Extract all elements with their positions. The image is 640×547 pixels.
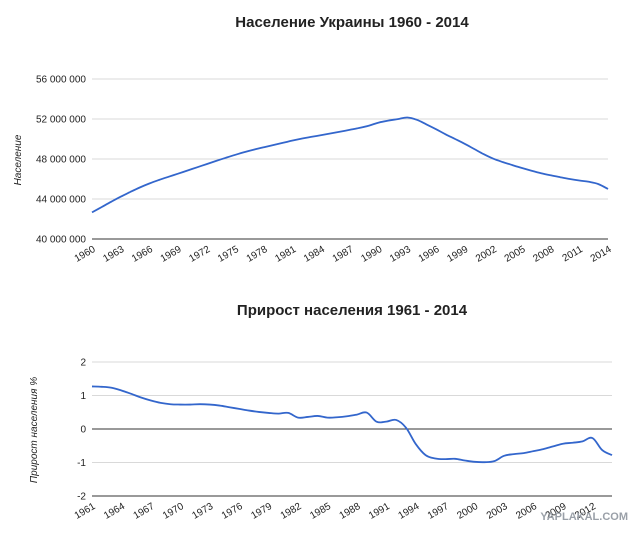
population-series-line bbox=[91, 116, 609, 214]
population-x-tick-label: 1975 bbox=[216, 244, 241, 265]
growth-y-tick-label: 0 bbox=[80, 425, 86, 436]
growth-x-tick-label: 1961 bbox=[73, 501, 98, 522]
population-x-tick-label: 1987 bbox=[331, 244, 356, 265]
population-y-axis: 40 000 000 44 000 000 48 000 000 52 000 000… bbox=[36, 75, 86, 246]
growth-x-tick-label: 1997 bbox=[426, 501, 451, 522]
population-x-tick-label: 1969 bbox=[159, 244, 184, 265]
population-x-tick-label: 2002 bbox=[474, 244, 499, 265]
population-gridlines bbox=[92, 78, 608, 240]
population-y-tick-label: 40 000 000 bbox=[36, 235, 86, 246]
growth-x-tick-label: 2003 bbox=[485, 501, 510, 522]
population-y-tick-label: 48 000 000 bbox=[36, 155, 86, 166]
population-y-tick-label: 44 000 000 bbox=[36, 195, 86, 206]
growth-chart: Прирост населения 1961 - 2014 -2 -1 0 1 2 19… bbox=[29, 302, 613, 522]
population-x-tick-label: 1990 bbox=[359, 244, 384, 265]
growth-x-tick-label: 1967 bbox=[132, 501, 157, 522]
population-x-tick-label: 1993 bbox=[388, 244, 413, 265]
growth-y-tick-label: 2 bbox=[80, 358, 86, 369]
population-chart: Население Украины 1960 - 2014 40 000 000… bbox=[13, 14, 614, 265]
growth-x-tick-label: 2006 bbox=[514, 501, 539, 522]
population-x-tick-label: 1984 bbox=[302, 244, 327, 265]
population-x-tick-label: 1981 bbox=[273, 244, 298, 265]
growth-x-tick-label: 1976 bbox=[220, 501, 245, 522]
population-x-tick-label: 1966 bbox=[130, 244, 155, 265]
population-x-axis: 1960 1963 1966 1969 1972 1975 1978 1981 1984 1987… bbox=[73, 244, 614, 265]
population-x-tick-label: 2008 bbox=[531, 244, 556, 265]
population-x-tick-label: 2011 bbox=[561, 244, 586, 264]
growth-x-tick-label: 1988 bbox=[338, 501, 363, 522]
population-x-tick-label: 1996 bbox=[417, 244, 442, 265]
growth-y-axis: -2 -1 0 1 2 bbox=[77, 358, 86, 503]
growth-x-tick-label: 2000 bbox=[455, 501, 480, 522]
growth-x-tick-label: 1979 bbox=[249, 501, 274, 522]
growth-x-tick-label: 1973 bbox=[190, 501, 215, 522]
growth-x-tick-label: 1970 bbox=[161, 501, 186, 522]
growth-y-label: Прирост населения % bbox=[29, 377, 40, 483]
growth-x-tick-label: 1964 bbox=[102, 501, 127, 522]
population-y-tick-label: 52 000 000 bbox=[36, 115, 86, 126]
population-x-tick-label: 1978 bbox=[245, 244, 270, 265]
population-x-tick-label: 1960 bbox=[73, 244, 98, 265]
population-y-tick-label: 56 000 000 bbox=[36, 75, 86, 86]
growth-x-tick-label: 1982 bbox=[279, 501, 304, 522]
growth-x-tick-label: 1994 bbox=[397, 501, 422, 522]
population-x-tick-label: 2005 bbox=[503, 244, 528, 265]
growth-x-axis: 1961 1964 1967 1970 1973 1976 1979 1982 1985 1988… bbox=[73, 501, 599, 522]
population-y-label: Население bbox=[13, 134, 24, 185]
growth-y-tick-label: 1 bbox=[80, 391, 86, 402]
growth-series-line bbox=[91, 385, 613, 464]
growth-y-tick-label: -1 bbox=[77, 458, 86, 469]
growth-y-tick-label: -2 bbox=[77, 492, 86, 503]
growth-x-tick-label: 1985 bbox=[308, 501, 333, 522]
growth-gridlines bbox=[92, 361, 612, 497]
watermark-text: YAPLAKAL.COM bbox=[540, 511, 628, 523]
growth-x-tick-label: 1991 bbox=[367, 501, 392, 522]
population-x-tick-label: 1963 bbox=[101, 244, 126, 265]
growth-chart-title: Прирост населения 1961 - 2014 bbox=[237, 302, 468, 319]
population-chart-title: Население Украины 1960 - 2014 bbox=[235, 14, 469, 31]
population-x-tick-label: 2014 bbox=[589, 244, 614, 265]
population-x-tick-label: 1972 bbox=[187, 244, 212, 265]
population-x-tick-label: 1999 bbox=[445, 244, 470, 265]
